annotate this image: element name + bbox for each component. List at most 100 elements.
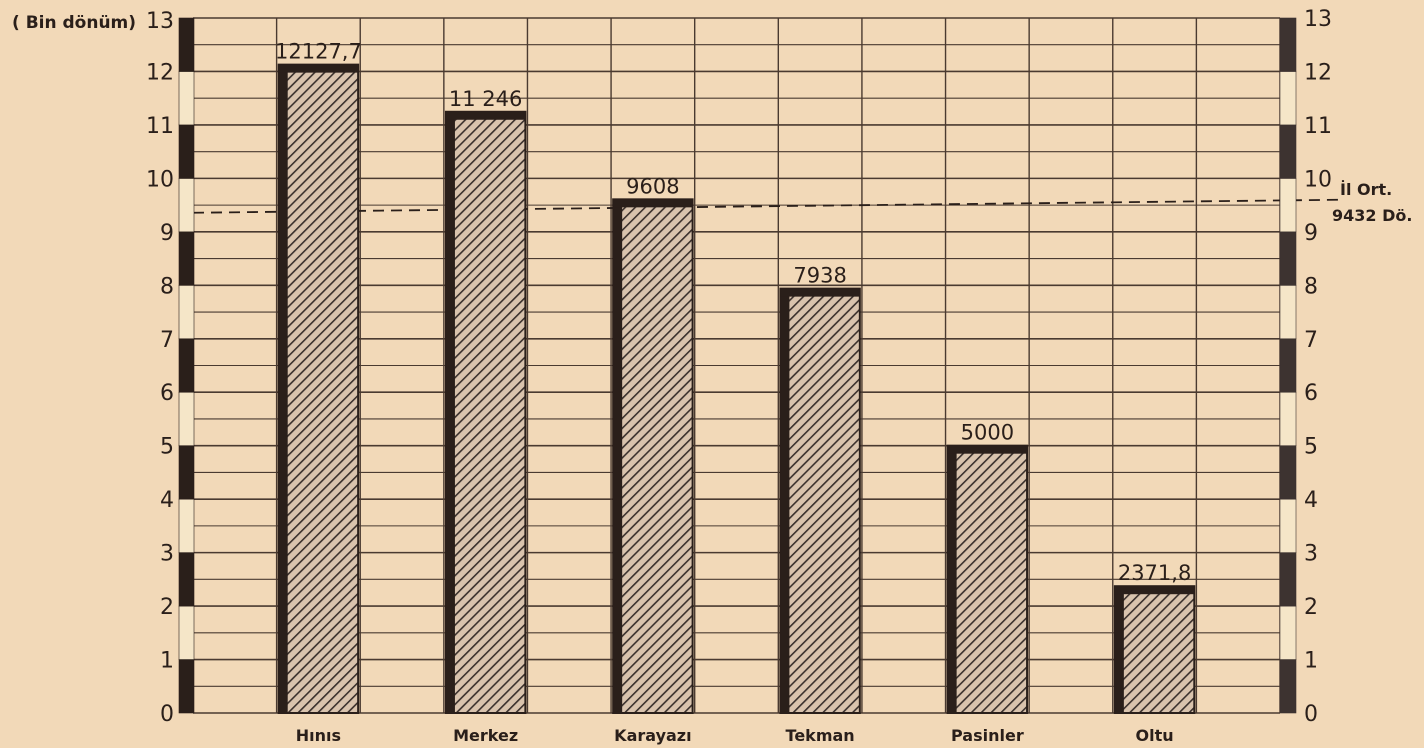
bar-cap [1114,586,1195,595]
bar-1: 12127,7 Hınıs [275,40,362,745]
bars: 12127,7 Hınıs 11 246 Merkez 9608 Karayazı 7938… [275,40,1196,745]
category-label: Tekman [786,726,855,745]
y-tick-label-left: 9 [160,221,174,246]
y-tick-label-left: 0 [160,702,174,727]
y-tick-label-left: 5 [160,435,174,460]
y-tick-label-right: 0 [1304,702,1318,727]
y-tick-label-left: 12 [146,60,174,85]
bar-fill [612,198,694,714]
left-scale-block [178,178,195,233]
right-scale-block [1279,552,1297,607]
right-scale-block [1279,659,1297,714]
right-scale-block [1279,17,1297,72]
average-label-line2: 9432 Dö. [1332,206,1412,225]
left-scale-block [178,124,195,179]
bar-value-label: 12127,7 [275,40,362,64]
average-label-line1: İl Ort. [1340,180,1392,199]
left-scale-block [178,605,195,660]
category-label: Oltu [1136,726,1174,745]
bar-left-edge [780,288,790,713]
left-scale-block [178,231,195,286]
y-tick-label-right: 12 [1304,60,1332,85]
y-tick-label-right: 4 [1304,488,1318,513]
category-label: Hınıs [296,726,341,745]
left-scale-block [178,445,195,500]
y-tick-label-right: 2 [1304,595,1318,620]
y-tick-label-left: 2 [160,595,174,620]
left-scale-block [178,552,195,607]
left-scale-block [178,338,195,393]
bar-value-label: 11 246 [449,87,522,111]
grid [192,17,1281,714]
side-scales [178,17,1297,714]
right-scale-block [1279,498,1297,553]
category-label: Karayazı [614,726,691,745]
y-tick-label-right: 1 [1304,649,1318,674]
average-line [192,198,1341,214]
unit-label: ( Bin dönüm) [12,13,136,33]
average-line-group [192,198,1341,214]
bar-left-edge [947,445,957,713]
right-scale-block [1279,231,1297,286]
right-scale-block [1279,285,1297,340]
bar-6: 2371,8 Oltu [1113,561,1196,745]
left-scale-block [178,391,195,446]
category-label: Merkez [453,726,518,745]
bar-fill [779,287,861,714]
right-scale-block [1279,445,1297,500]
y-tick-label-left: 3 [160,542,174,567]
y-tick-label-left: 6 [160,381,174,406]
bar-4: 7938 Tekman [779,264,861,745]
bar-left-edge [445,111,455,713]
category-label: Pasinler [951,726,1024,745]
bar-value-label: 7938 [793,264,846,288]
right-scale-block [1279,391,1297,446]
bar-cap [613,199,693,208]
bar-left-edge [613,199,623,713]
bar-value-label: 2371,8 [1118,561,1191,585]
bar-cap [445,111,526,120]
bar-value-label: 9608 [626,174,679,198]
y-tick-label-left: 1 [160,649,174,674]
bar-fill [444,110,527,714]
left-scale-block [178,498,195,553]
y-tick-label-right: 6 [1304,381,1318,406]
left-scale-block [178,71,195,126]
right-scale-block [1279,605,1297,660]
bar-fill [946,444,1029,714]
y-tick-label-right: 9 [1304,221,1318,246]
right-scale-block [1279,71,1297,126]
y-tick-label-right: 3 [1304,542,1318,567]
y-tick-label-right: 11 [1304,114,1332,139]
y-tick-label-left: 4 [160,488,174,513]
bar-left-edge [278,64,288,713]
y-tick-label-left: 13 [146,9,174,34]
y-tick-label-left: 7 [160,328,174,353]
y-tick-label-right: 8 [1304,274,1318,299]
left-scale-block [178,659,195,714]
left-scale-block [178,285,195,340]
y-tick-label-left: 10 [146,167,174,192]
bar-cap [780,288,860,297]
bar-2: 11 246 Merkez [444,87,527,745]
bar-fill [1113,585,1196,715]
bar-cap [278,64,359,73]
y-tick-label-right: 13 [1304,7,1332,32]
bar-5: 5000 Pasinler [946,421,1029,745]
left-scale-block [178,17,195,72]
right-scale-block [1279,124,1297,179]
right-scale-block [1279,178,1297,233]
y-tick-label-left: 11 [146,114,174,139]
y-tick-label-right: 10 [1304,167,1332,192]
y-tick-label-right: 7 [1304,328,1318,353]
bar-left-edge [1114,586,1124,713]
y-tick-label-left: 8 [160,274,174,299]
bar-3: 9608 Karayazı [612,174,694,745]
y-tick-label-right: 5 [1304,435,1318,460]
bar-cap [947,445,1028,454]
bar-fill [277,63,360,714]
right-scale-block [1279,338,1297,393]
bar-value-label: 5000 [961,421,1014,445]
